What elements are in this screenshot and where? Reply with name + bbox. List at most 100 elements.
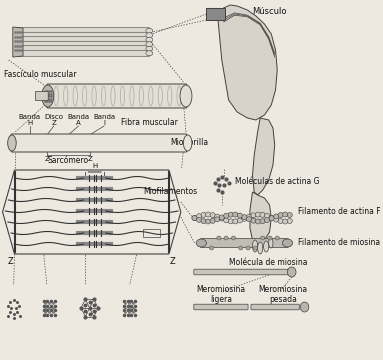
- Ellipse shape: [237, 213, 242, 218]
- Text: Banda
I: Banda I: [93, 113, 115, 126]
- Ellipse shape: [224, 213, 229, 218]
- Ellipse shape: [251, 213, 256, 218]
- Ellipse shape: [219, 216, 224, 221]
- Ellipse shape: [14, 42, 20, 47]
- Ellipse shape: [224, 218, 229, 223]
- Ellipse shape: [146, 42, 153, 47]
- Text: Filamento de actina F: Filamento de actina F: [298, 207, 380, 216]
- FancyBboxPatch shape: [47, 84, 187, 108]
- Ellipse shape: [201, 219, 206, 224]
- Ellipse shape: [246, 246, 250, 250]
- Ellipse shape: [146, 37, 153, 42]
- Ellipse shape: [42, 85, 54, 107]
- Ellipse shape: [269, 238, 273, 248]
- Ellipse shape: [278, 219, 283, 224]
- Ellipse shape: [283, 212, 288, 217]
- Ellipse shape: [287, 219, 292, 224]
- Ellipse shape: [260, 212, 265, 217]
- FancyBboxPatch shape: [11, 134, 187, 152]
- Ellipse shape: [14, 28, 20, 33]
- Ellipse shape: [228, 212, 233, 217]
- Text: Banda
A: Banda A: [67, 113, 90, 126]
- Text: Fibra muscular: Fibra muscular: [121, 118, 178, 127]
- Ellipse shape: [268, 236, 272, 240]
- Ellipse shape: [196, 239, 206, 247]
- Ellipse shape: [233, 212, 238, 217]
- Ellipse shape: [251, 218, 256, 223]
- Bar: [206, 8, 225, 20]
- Ellipse shape: [273, 214, 279, 219]
- Ellipse shape: [275, 236, 279, 240]
- Ellipse shape: [246, 215, 252, 219]
- Ellipse shape: [192, 216, 197, 220]
- Ellipse shape: [206, 219, 211, 224]
- Polygon shape: [3, 170, 181, 254]
- Text: Z: Z: [8, 257, 14, 266]
- Ellipse shape: [288, 267, 296, 277]
- Ellipse shape: [14, 46, 20, 51]
- Ellipse shape: [196, 217, 201, 222]
- Ellipse shape: [242, 215, 247, 220]
- Ellipse shape: [224, 236, 228, 240]
- FancyBboxPatch shape: [35, 91, 48, 100]
- Ellipse shape: [214, 214, 220, 219]
- Ellipse shape: [265, 213, 270, 219]
- Polygon shape: [252, 118, 275, 195]
- Ellipse shape: [300, 302, 309, 312]
- Text: Disco
Z: Disco Z: [44, 113, 63, 126]
- Polygon shape: [218, 5, 277, 120]
- Ellipse shape: [255, 219, 260, 224]
- Text: Molécula de miosina: Molécula de miosina: [229, 258, 308, 267]
- Ellipse shape: [264, 241, 269, 252]
- Text: Z: Z: [44, 156, 49, 162]
- Text: H: H: [92, 163, 97, 169]
- Text: Filamento de miosina: Filamento de miosina: [298, 238, 380, 247]
- Ellipse shape: [278, 212, 283, 217]
- FancyBboxPatch shape: [16, 46, 150, 52]
- FancyBboxPatch shape: [251, 304, 299, 310]
- Text: Z: Z: [170, 257, 175, 266]
- Ellipse shape: [253, 246, 257, 250]
- Text: Meromiosina
ligera: Meromiosina ligera: [196, 285, 246, 304]
- Ellipse shape: [265, 217, 270, 222]
- Ellipse shape: [282, 239, 293, 247]
- Ellipse shape: [233, 219, 238, 224]
- Ellipse shape: [192, 216, 197, 220]
- Text: Z: Z: [87, 156, 92, 162]
- Text: Banda
H: Banda H: [19, 113, 41, 126]
- Ellipse shape: [258, 242, 263, 254]
- Ellipse shape: [214, 217, 220, 222]
- Ellipse shape: [210, 213, 215, 218]
- FancyBboxPatch shape: [16, 50, 150, 56]
- Ellipse shape: [269, 216, 274, 221]
- Ellipse shape: [237, 218, 242, 223]
- FancyBboxPatch shape: [194, 269, 288, 275]
- Ellipse shape: [252, 240, 258, 252]
- Text: Meromiosina
pesada: Meromiosina pesada: [258, 285, 307, 304]
- Ellipse shape: [183, 135, 192, 151]
- Ellipse shape: [273, 217, 279, 222]
- Ellipse shape: [196, 214, 201, 219]
- Ellipse shape: [14, 37, 20, 42]
- Ellipse shape: [219, 215, 224, 220]
- Ellipse shape: [210, 246, 214, 250]
- FancyBboxPatch shape: [16, 28, 150, 34]
- Ellipse shape: [287, 212, 292, 217]
- Ellipse shape: [283, 219, 288, 224]
- Polygon shape: [250, 192, 271, 245]
- Text: Sarcómero: Sarcómero: [47, 156, 89, 165]
- FancyBboxPatch shape: [194, 304, 248, 310]
- Ellipse shape: [260, 236, 265, 240]
- Polygon shape: [13, 27, 23, 57]
- Ellipse shape: [269, 215, 274, 220]
- Ellipse shape: [217, 236, 221, 240]
- Bar: [143, 229, 160, 237]
- Ellipse shape: [246, 217, 252, 222]
- Ellipse shape: [255, 212, 260, 217]
- Ellipse shape: [14, 33, 20, 38]
- Text: Miofibrilla: Miofibrilla: [170, 138, 209, 147]
- Text: Miofilamentos: Miofilamentos: [143, 186, 198, 195]
- Ellipse shape: [206, 212, 211, 217]
- FancyBboxPatch shape: [16, 41, 150, 47]
- Ellipse shape: [239, 246, 243, 250]
